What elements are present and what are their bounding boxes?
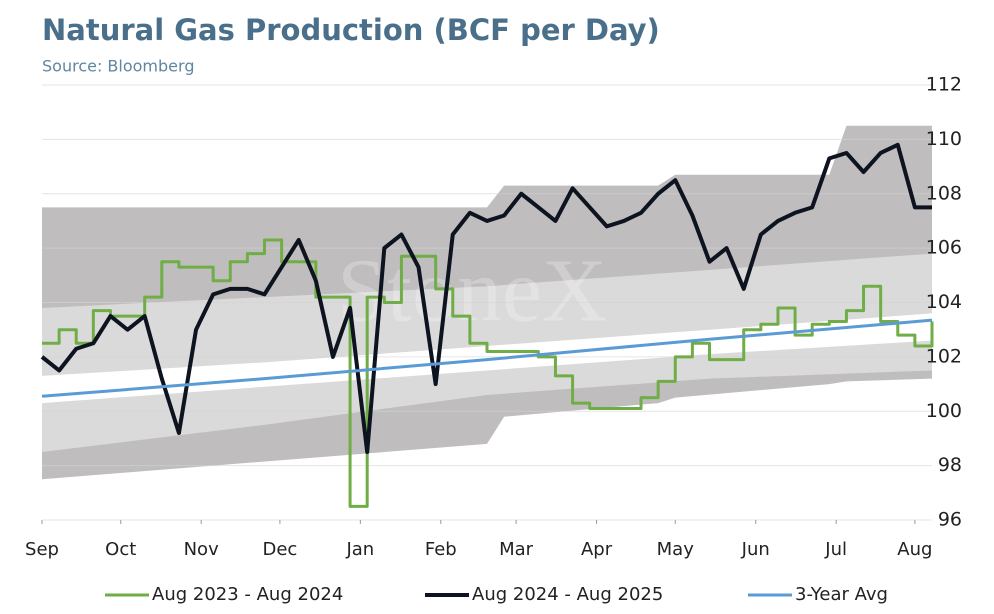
y-tick-label: 100: [926, 400, 962, 422]
x-tick-label: Jul: [824, 539, 847, 560]
series-line: [41, 318, 933, 398]
y-tick-label: 108: [926, 182, 962, 204]
legend-label: Aug 2023 - Aug 2024: [152, 584, 343, 605]
y-tick-label: 104: [926, 291, 962, 313]
chart-subtitle: Source: Bloomberg: [42, 57, 194, 76]
y-tick-label: 110: [926, 128, 962, 150]
x-tick-label: Apr: [581, 539, 613, 560]
y-tick-label: 102: [926, 345, 962, 367]
x-tick-label: Nov: [184, 539, 219, 560]
x-tick-label: Jan: [345, 539, 374, 560]
y-tick-label: 98: [938, 454, 962, 476]
x-tick-label: Jun: [741, 539, 770, 560]
series-line: [42, 238, 934, 508]
legend-label: 3-Year Avg: [795, 584, 888, 605]
x-tick-label: Dec: [262, 539, 297, 560]
y-tick-label: 106: [926, 237, 962, 259]
chart-title: Natural Gas Production (BCF per Day): [42, 13, 660, 47]
legend-label: Aug 2024 - Aug 2025: [472, 584, 663, 605]
y-tick-label: 96: [938, 509, 962, 531]
y-tick-label: 112: [926, 74, 962, 96]
series-line: [40, 142, 932, 455]
x-tick-label: Mar: [499, 539, 534, 560]
x-tick-label: Aug: [897, 539, 932, 560]
x-tick-label: Feb: [425, 539, 457, 560]
x-tick-label: Oct: [105, 539, 136, 560]
x-tick-label: Sep: [25, 539, 59, 560]
x-tick-label: May: [657, 539, 695, 560]
